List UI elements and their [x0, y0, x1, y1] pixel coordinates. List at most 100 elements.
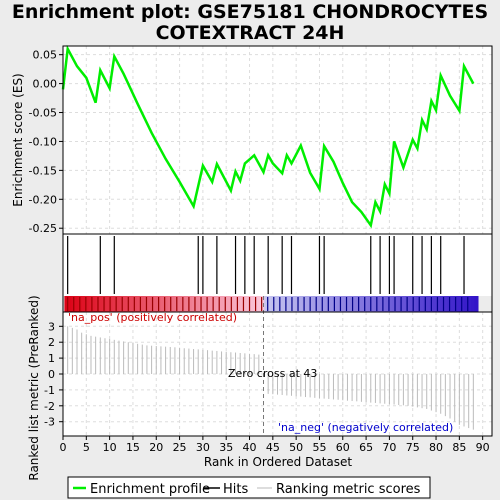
color-bar-segment — [436, 296, 441, 312]
x-tick-label: 10 — [103, 441, 117, 454]
color-bar-segment — [219, 296, 224, 312]
color-bar-segment — [440, 296, 445, 312]
color-bar-segment — [109, 296, 114, 312]
hits-marks — [67, 236, 465, 294]
color-bar-segment — [367, 296, 372, 312]
metric-y-tick-label: -2 — [44, 400, 55, 413]
color-bar-segment — [129, 296, 134, 312]
color-bar-segment — [329, 296, 334, 312]
metric-y-tick-label: -3 — [44, 416, 55, 429]
color-bar-segment — [446, 296, 451, 312]
color-bar-segment — [236, 296, 241, 312]
color-bar-segment — [116, 296, 121, 312]
color-bar-segment — [388, 296, 393, 312]
color-bar-segment — [371, 296, 376, 312]
chart-title-line2: COTEXTRACT 24H — [156, 22, 345, 44]
color-bar-segment — [171, 296, 176, 312]
metric-y-tick-label: 0 — [48, 368, 55, 381]
color-bar-segment — [336, 296, 341, 312]
x-axis: 0 5 10 15 20 25 30 35 40 45 50 55 60 65 70 75 80 85 90 — [60, 436, 490, 454]
color-bar-segment — [243, 296, 248, 312]
color-bar-segment — [181, 296, 186, 312]
hits-panel — [63, 234, 492, 296]
color-bar-segment — [195, 296, 200, 312]
pos-label: 'na_pos' (positively correlated) — [68, 311, 237, 324]
metric-y-tick-label: 1 — [48, 352, 55, 365]
x-tick-label: 85 — [452, 441, 466, 454]
x-tick-label: 0 — [60, 441, 67, 454]
color-bar-segment — [415, 296, 420, 312]
color-bar-segment — [260, 296, 265, 312]
color-bar-segment — [471, 296, 476, 312]
chart-title-line1: Enrichment plot: GSE75181 CHONDROCYTES — [12, 1, 488, 23]
color-bar-segment — [357, 296, 362, 312]
color-bar-segment — [226, 296, 231, 312]
color-bar-segment — [112, 296, 117, 312]
metric-y-tick-label: -1 — [44, 384, 55, 397]
color-bar-segment — [316, 296, 320, 312]
color-bar-segment — [105, 296, 110, 312]
es-y-tick-label: -0.05 — [29, 107, 57, 120]
legend-enrichment-profile: Enrichment profile — [90, 482, 210, 497]
color-bar-segment — [433, 296, 438, 312]
x-tick-label: 50 — [289, 441, 303, 454]
color-bar-segment — [322, 296, 327, 312]
color-bar-segment — [202, 296, 207, 312]
es-y-axis-label: Enrichment score (ES) — [11, 73, 25, 206]
color-bar-segment — [205, 296, 210, 312]
color-bar-segment — [250, 296, 255, 312]
color-bar-segment — [136, 296, 141, 312]
x-tick-label: 5 — [83, 441, 90, 454]
color-bar-segment — [319, 296, 324, 312]
color-bar-segment — [147, 296, 152, 312]
color-bar-segment — [88, 296, 93, 312]
color-bar-segment — [133, 296, 138, 312]
color-bar-segment — [419, 296, 424, 312]
color-bar-segment — [288, 296, 293, 312]
x-tick-label: 40 — [243, 441, 257, 454]
color-bar-segment — [209, 296, 214, 312]
color-bar-segment — [360, 296, 365, 312]
metric-y-axis: 3 2 1 0 -1 -2 -3 — [44, 320, 63, 429]
color-bar-segment — [340, 296, 345, 312]
color-bar-segment — [402, 296, 407, 312]
color-bar-segment — [353, 296, 358, 312]
metric-y-tick-label: 3 — [48, 320, 55, 333]
color-bar-segment — [391, 296, 396, 312]
color-bar-segment — [143, 296, 148, 312]
color-bar-segment — [305, 296, 310, 312]
enrichment-profile-line — [61, 44, 475, 229]
color-bar-segment — [154, 296, 158, 312]
color-bar-segment — [409, 296, 414, 312]
color-bar-segment — [216, 296, 221, 312]
color-bar-segment — [85, 296, 90, 312]
es-y-tick-label: -0.25 — [29, 222, 57, 235]
color-bar-segment — [467, 296, 472, 312]
x-tick-label: 15 — [126, 441, 140, 454]
color-bar-segment — [333, 296, 338, 312]
color-bar-segment — [378, 296, 383, 312]
color-bar-segment — [164, 296, 169, 312]
color-bar-segment — [450, 296, 455, 312]
x-tick-label: 45 — [266, 441, 280, 454]
color-bar-segment — [264, 296, 269, 312]
metric-y-axis-label: Ranked list metric (PreRanked) — [27, 295, 41, 480]
color-bar-segment — [178, 296, 183, 312]
color-bar-segment — [426, 296, 431, 312]
color-bar-segment — [188, 296, 193, 312]
x-tick-label: 35 — [219, 441, 233, 454]
es-panel — [63, 46, 492, 234]
color-bar-segment — [284, 296, 289, 312]
color-bar-segment — [257, 296, 262, 312]
es-y-tick-label: 0.00 — [33, 78, 58, 91]
color-bar-segment — [160, 296, 165, 312]
es-y-tick-label: -0.20 — [29, 193, 57, 206]
x-tick-label: 55 — [312, 441, 326, 454]
color-bar-segment — [312, 296, 317, 312]
color-bar-segment — [364, 296, 369, 312]
color-bar-segment — [119, 296, 124, 312]
color-bar-segment — [274, 296, 279, 312]
color-bar-segment — [443, 296, 448, 312]
neg-label: 'na_neg' (negatively correlated) — [278, 421, 453, 434]
